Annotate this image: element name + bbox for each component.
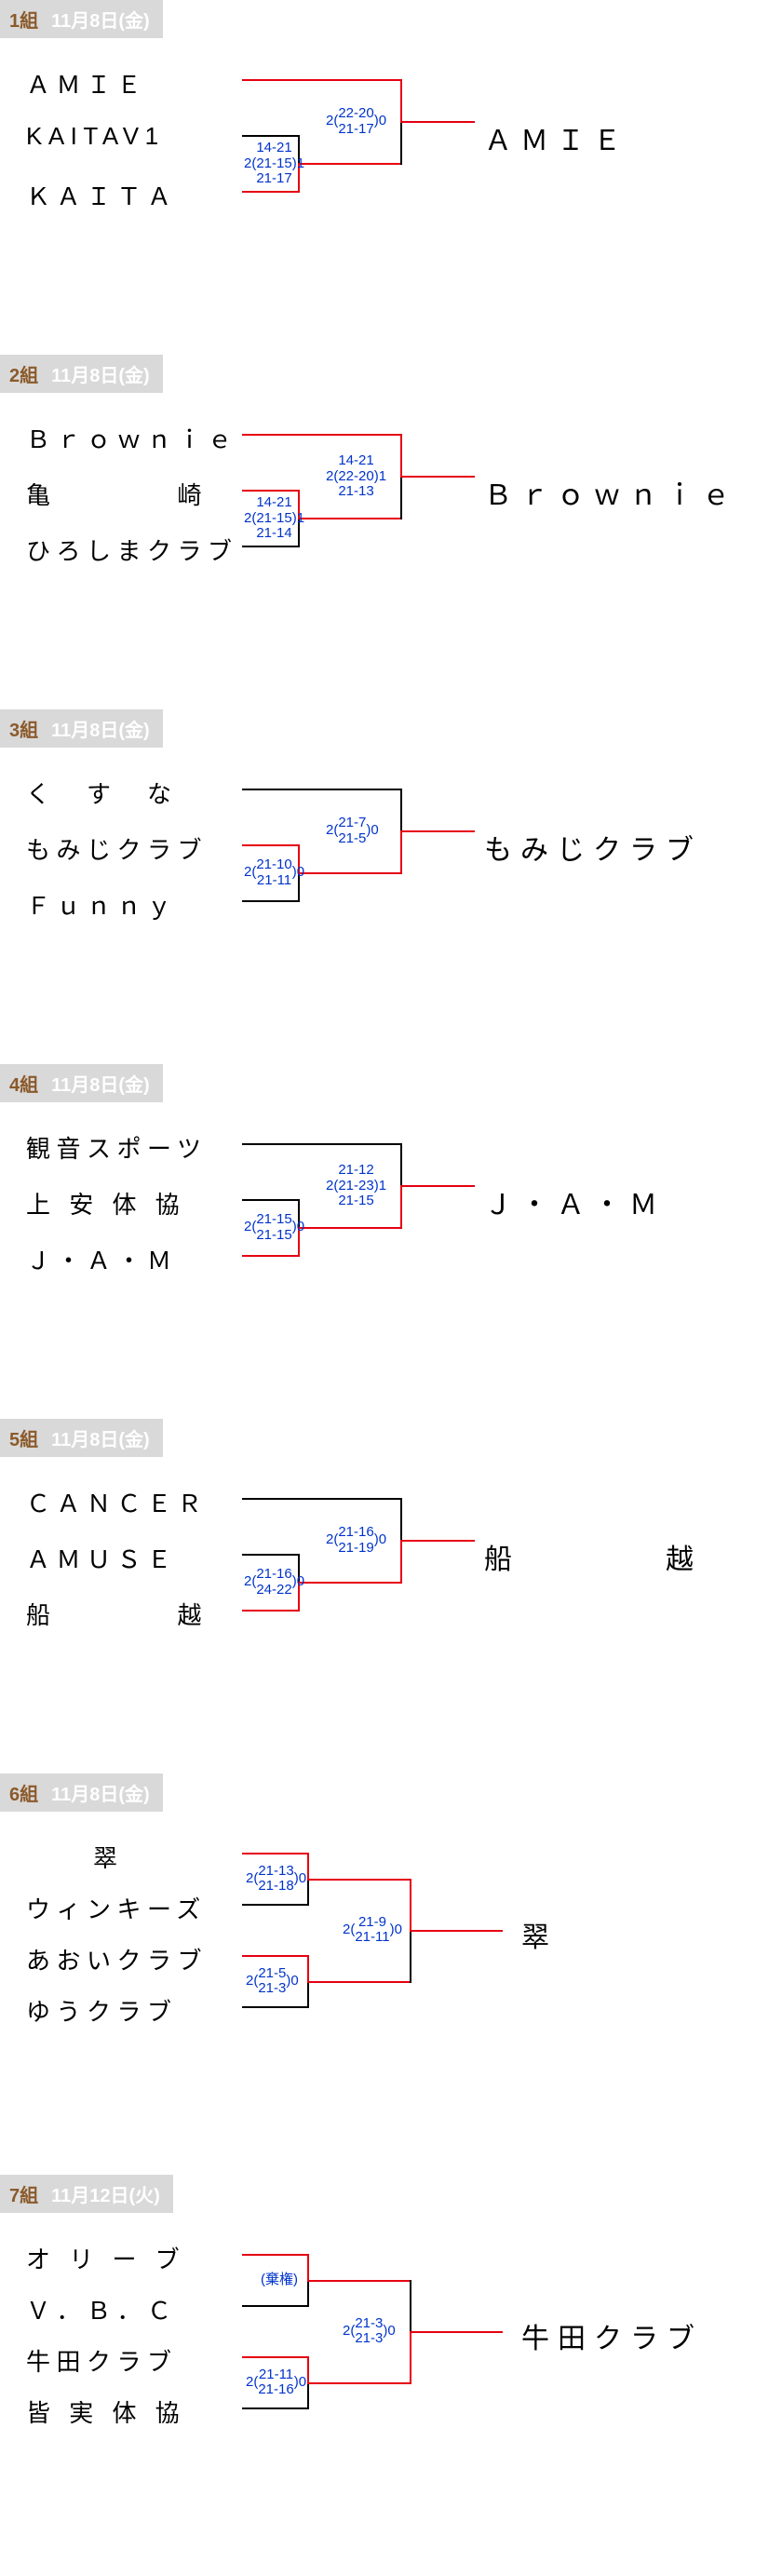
winner: 翠: [521, 1914, 558, 1955]
team: あおいクラブ: [26, 1942, 208, 1976]
group-date: 11月8日(金): [47, 1419, 163, 1457]
team: 牛田クラブ: [26, 2343, 178, 2378]
winner: Ｊ・Ａ・Ｍ: [484, 1181, 666, 1222]
winner: 船 越: [484, 1536, 702, 1577]
team: もみじクラブ: [26, 831, 208, 866]
team: 皆 実 体 協: [26, 2394, 185, 2429]
team: ウィンキーズ: [26, 1891, 207, 1925]
winner: Ｂｒｏｗｎｉｅ: [484, 472, 738, 513]
winner: もみじクラブ: [484, 827, 702, 868]
winner: 牛田クラブ: [521, 2315, 703, 2356]
team: KAITAV1: [26, 122, 165, 151]
group-number: 7組: [0, 2175, 47, 2213]
group-date: 11月8日(金): [47, 1064, 163, 1102]
team: 亀 崎: [26, 477, 208, 511]
team: 観音スポーツ: [26, 1130, 207, 1165]
team: ひろしまクラブ: [26, 533, 238, 567]
group-1: 1組11月8日(金)ＡＭＩＥKAITAV1ＫＡＩＴＡＡＭＩＥ14-21 2(21…: [0, 0, 782, 252]
team: Ｆｕｎｎｙ: [26, 887, 178, 922]
group-number: 5組: [0, 1419, 47, 1457]
group-4: 4組11月8日(金)観音スポーツ上 安 体 協Ｊ・Ａ・ＭＪ・Ａ・Ｍ2(21-15…: [0, 1064, 782, 1316]
group-7: 7組11月12日(火)オ リ ー ブＶ．Ｂ．Ｃ牛田クラブ皆 実 体 協牛田クラブ…: [0, 2175, 782, 2474]
group-3: 3組11月8日(金)く す なもみじクラブＦｕｎｎｙもみじクラブ2(21-10 …: [0, 709, 782, 962]
group-number: 1組: [0, 0, 47, 38]
group-5: 5組11月8日(金)ＣＡＮＣＥＲＡＭＵＳＥ船 越船 越2(21-16 24-22…: [0, 1419, 782, 1671]
team: Ｊ・Ａ・Ｍ: [26, 1242, 178, 1276]
group-date: 11月8日(金): [47, 0, 163, 38]
team: Ｖ．Ｂ．Ｃ: [26, 2292, 178, 2326]
group-date: 11月8日(金): [47, 355, 163, 393]
team: ＫＡＩＴＡ: [26, 178, 178, 212]
group-number: 2組: [0, 355, 47, 393]
team: ＣＡＮＣＥＲ: [26, 1485, 208, 1519]
group-6: 6組11月8日(金)翠ウィンキーズあおいクラブゆうクラブ翠2(21-13 21-…: [0, 1774, 782, 2072]
group-number: 3組: [0, 709, 47, 748]
group-date: 11月12日(火): [47, 2175, 173, 2213]
team: 翠: [93, 1840, 124, 1874]
team: ＡＭＵＳＥ: [26, 1541, 178, 1575]
team: 船 越: [26, 1597, 208, 1631]
winner: ＡＭＩＥ: [484, 117, 629, 158]
group-date: 11月8日(金): [47, 1774, 163, 1812]
team: ＡＭＩＥ: [26, 66, 147, 101]
group-number: 6組: [0, 1774, 47, 1812]
team: ゆうクラブ: [26, 1993, 178, 2028]
team: く す な: [26, 775, 178, 810]
group-date: 11月8日(金): [47, 709, 163, 748]
group-2: 2組11月8日(金)Ｂｒｏｗｎｉｅ亀 崎ひろしまクラブＢｒｏｗｎｉｅ14-21 …: [0, 355, 782, 607]
team: Ｂｒｏｗｎｉｅ: [26, 421, 238, 455]
team: 上 安 体 協: [26, 1186, 185, 1221]
group-number: 4組: [0, 1064, 47, 1102]
team: オ リ ー ブ: [26, 2241, 185, 2275]
